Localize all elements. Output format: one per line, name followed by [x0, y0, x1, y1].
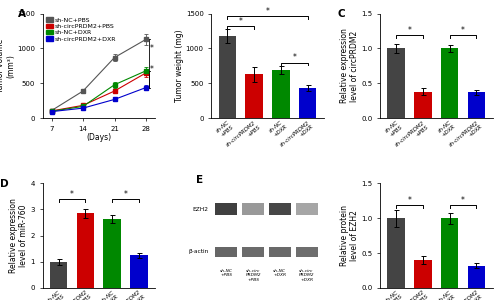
Text: sh-circ
PRDM2
+PBS: sh-circ PRDM2 +PBS: [246, 269, 261, 282]
Legend: sh-NC+PBS, sh-circPRDM2+PBS, sh-NC+DXR, sh-circPRDM2+DXR: sh-NC+PBS, sh-circPRDM2+PBS, sh-NC+DXR, …: [46, 16, 117, 42]
Bar: [272, 70, 289, 118]
Bar: [218, 36, 236, 118]
Text: *: *: [70, 190, 74, 199]
FancyBboxPatch shape: [242, 203, 264, 215]
Text: *: *: [461, 26, 465, 35]
FancyBboxPatch shape: [269, 247, 291, 256]
Text: *: *: [408, 26, 412, 35]
Y-axis label: Relative expression
level of circPRDM2: Relative expression level of circPRDM2: [340, 28, 359, 103]
Text: A: A: [18, 9, 26, 19]
Text: *: *: [150, 65, 154, 74]
Text: D: D: [0, 179, 8, 189]
Bar: [414, 260, 432, 288]
Bar: [130, 255, 148, 288]
FancyBboxPatch shape: [296, 203, 318, 215]
Bar: [441, 48, 458, 118]
Bar: [104, 219, 121, 288]
Text: *: *: [150, 44, 154, 53]
Text: *: *: [408, 196, 412, 205]
X-axis label: (Days): (Days): [86, 133, 112, 142]
Text: C: C: [337, 9, 345, 19]
Bar: [388, 218, 405, 288]
Text: sh-circ
PRDM2
+DXR: sh-circ PRDM2 +DXR: [299, 269, 314, 282]
Y-axis label: Relative protein
level of EZH2: Relative protein level of EZH2: [340, 205, 359, 266]
Text: *: *: [266, 7, 270, 16]
FancyBboxPatch shape: [269, 203, 291, 215]
Bar: [468, 266, 485, 288]
Text: *: *: [239, 17, 242, 26]
Text: E: E: [196, 175, 202, 185]
Text: β-actin: β-actin: [188, 249, 208, 254]
Y-axis label: Relative expression
level of miR-760: Relative expression level of miR-760: [9, 198, 29, 273]
FancyBboxPatch shape: [242, 247, 264, 256]
Bar: [76, 213, 94, 288]
FancyBboxPatch shape: [216, 203, 238, 215]
Bar: [388, 48, 405, 118]
Text: EZH2: EZH2: [192, 207, 208, 212]
FancyBboxPatch shape: [216, 247, 238, 256]
Y-axis label: Tumor volume
(mm³): Tumor volume (mm³): [0, 39, 16, 93]
Bar: [50, 262, 68, 288]
Text: *: *: [461, 196, 465, 205]
Y-axis label: Tumor weight (mg): Tumor weight (mg): [174, 30, 184, 102]
Text: sh-NC
+DXR: sh-NC +DXR: [274, 269, 286, 278]
Bar: [468, 92, 485, 118]
Bar: [299, 88, 316, 118]
Bar: [441, 218, 458, 288]
FancyBboxPatch shape: [296, 247, 318, 256]
Text: *: *: [124, 190, 128, 199]
Bar: [414, 92, 432, 118]
Text: sh-NC
+PBS: sh-NC +PBS: [220, 269, 233, 278]
Bar: [246, 74, 263, 118]
Text: *: *: [292, 53, 296, 62]
